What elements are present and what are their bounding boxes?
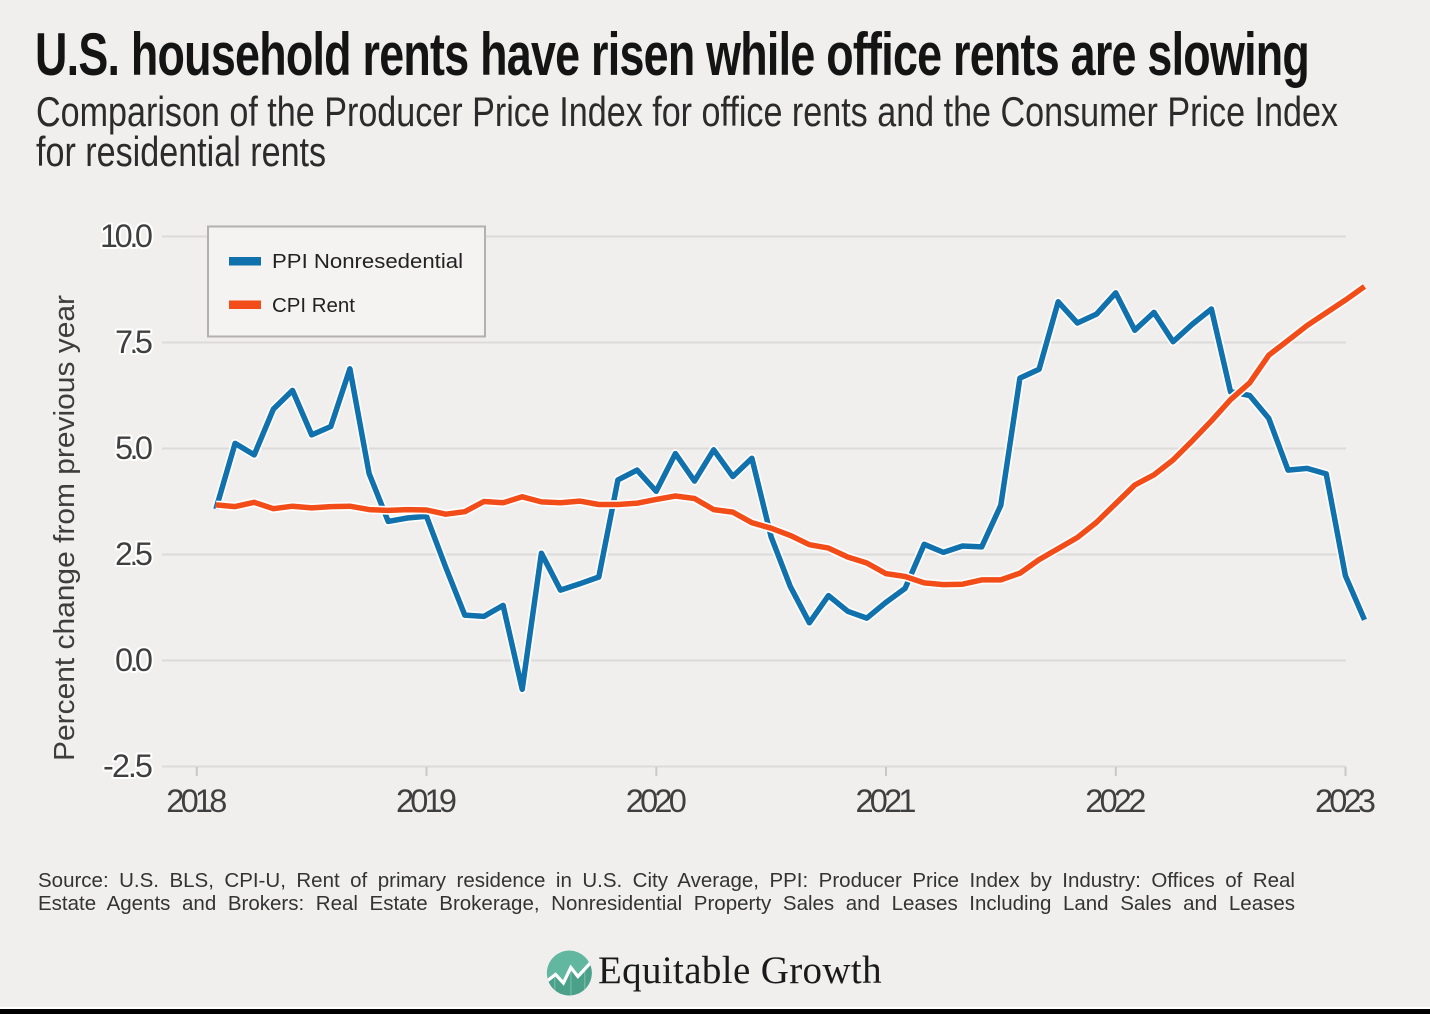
svg-text:2019: 2019 <box>396 783 457 819</box>
svg-text:PPI Nonresedential: PPI Nonresedential <box>272 251 463 273</box>
svg-text:2021: 2021 <box>856 783 917 819</box>
svg-text:2020: 2020 <box>626 783 687 819</box>
svg-text:2023: 2023 <box>1315 783 1376 819</box>
svg-text:2022: 2022 <box>1085 783 1146 819</box>
svg-text:7.5: 7.5 <box>115 324 153 360</box>
svg-text:2.5: 2.5 <box>115 536 153 572</box>
svg-text:10.0: 10.0 <box>100 218 153 254</box>
svg-text:2018: 2018 <box>166 783 227 819</box>
svg-text:0.0: 0.0 <box>115 642 153 678</box>
svg-text:CPI Rent: CPI Rent <box>272 295 355 317</box>
svg-text:-2.5: -2.5 <box>103 748 153 784</box>
svg-text:Percent change from previous y: Percent change from previous year <box>49 295 81 761</box>
svg-text:5.0: 5.0 <box>115 430 153 466</box>
